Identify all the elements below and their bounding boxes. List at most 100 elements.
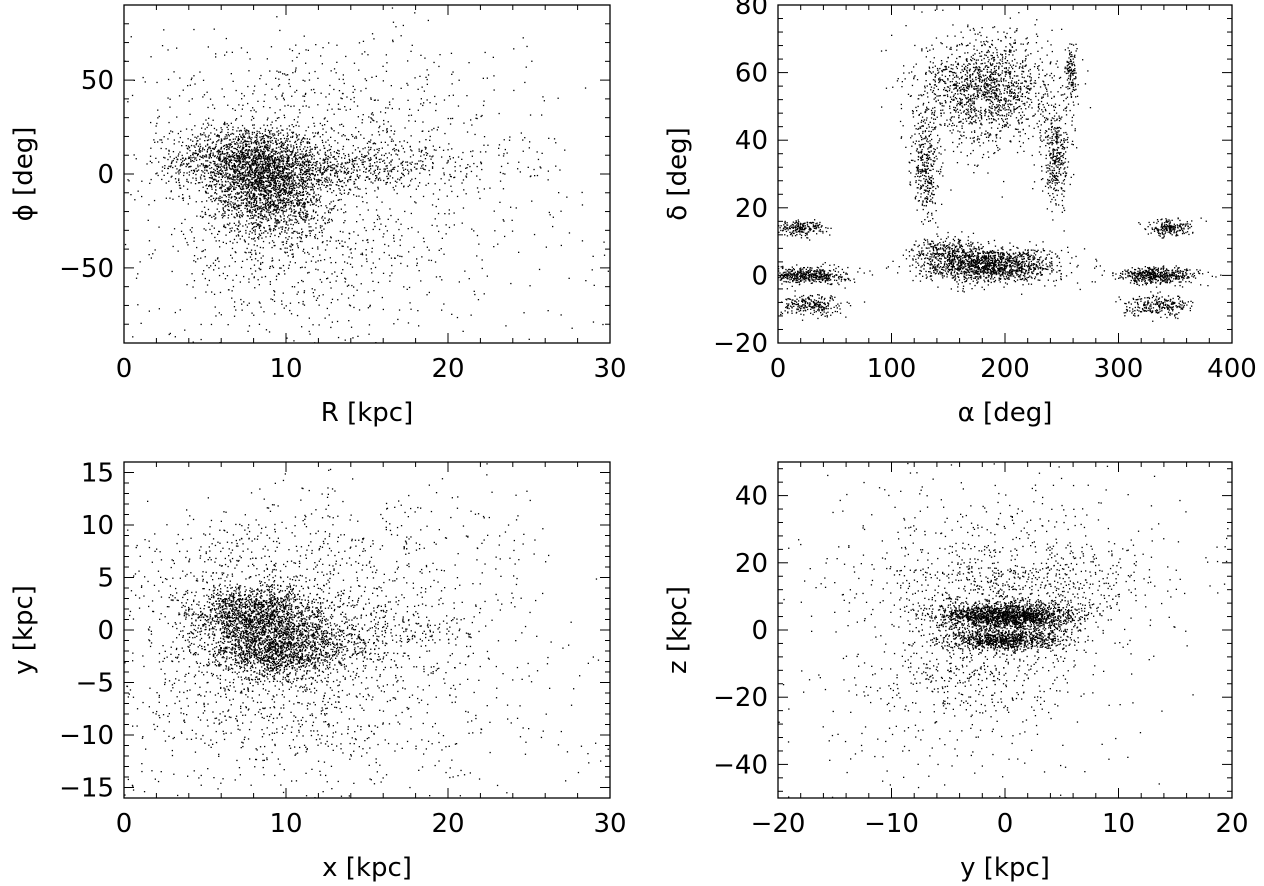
data-point [363, 137, 365, 139]
data-point [235, 193, 237, 195]
data-point [278, 222, 280, 224]
data-point [255, 143, 257, 145]
data-point [289, 176, 291, 178]
data-point [387, 172, 390, 174]
data-point [281, 189, 283, 192]
data-point [325, 181, 327, 183]
data-point [298, 173, 300, 175]
data-point [284, 147, 286, 150]
data-point [267, 211, 269, 213]
data-point [233, 163, 235, 165]
data-point [237, 228, 239, 231]
data-point [336, 184, 338, 186]
data-point [336, 181, 338, 183]
data-point [287, 267, 290, 269]
data-point [210, 124, 213, 126]
data-point [279, 164, 281, 166]
data-point [259, 163, 261, 165]
data-point [188, 162, 190, 165]
data-point [352, 135, 354, 138]
data-point [235, 169, 237, 171]
data-point [251, 154, 253, 156]
data-point [255, 160, 257, 163]
data-point [283, 99, 285, 101]
data-point [263, 209, 266, 211]
data-point [240, 298, 242, 301]
data-point [285, 148, 287, 150]
data-point [213, 269, 215, 271]
data-point [297, 199, 299, 201]
data-point [251, 198, 253, 200]
data-point [365, 79, 368, 82]
data-point [167, 158, 169, 161]
data-point [208, 117, 210, 119]
data-point [264, 141, 266, 144]
data-point [263, 195, 265, 197]
data-point [448, 95, 450, 97]
data-point [255, 190, 258, 192]
data-point [433, 127, 435, 130]
data-point [471, 155, 473, 157]
data-point [286, 154, 288, 156]
data-point [251, 131, 254, 133]
data-point [305, 155, 307, 158]
data-point [254, 231, 256, 233]
data-point [321, 225, 323, 227]
data-point [240, 47, 243, 49]
data-point [279, 159, 281, 162]
data-point [385, 182, 387, 184]
data-point [262, 165, 264, 167]
data-point [303, 35, 305, 37]
data-point [373, 149, 376, 151]
data-point [167, 138, 169, 140]
data-point [209, 177, 212, 179]
data-point [302, 105, 304, 107]
data-point [271, 166, 273, 168]
data-point [359, 150, 361, 152]
data-point [249, 171, 251, 173]
data-point [336, 166, 338, 168]
data-point [242, 147, 244, 149]
data-point [252, 238, 255, 240]
data-point [190, 155, 192, 157]
data-point [263, 154, 265, 156]
data-point [353, 163, 356, 165]
data-point [282, 200, 284, 202]
data-point [305, 180, 307, 182]
data-point [261, 171, 263, 174]
data-point [296, 137, 298, 139]
data-point [249, 166, 251, 168]
data-point [307, 192, 309, 194]
data-point [405, 161, 407, 163]
data-point [392, 98, 394, 100]
data-point [275, 185, 277, 187]
data-point [193, 240, 195, 242]
data-point [295, 152, 297, 154]
data-point [332, 181, 334, 184]
data-point [280, 206, 282, 208]
data-point [316, 297, 319, 299]
data-point [274, 313, 276, 315]
data-point [274, 244, 276, 247]
data-point [344, 167, 346, 169]
data-point [228, 196, 230, 198]
data-point [215, 53, 217, 55]
data-point [291, 249, 294, 251]
data-point [220, 148, 222, 150]
data-point [268, 212, 270, 214]
data-point [352, 85, 354, 87]
data-point [179, 309, 181, 311]
data-point [288, 220, 290, 222]
data-point [279, 233, 281, 235]
data-point [273, 294, 275, 296]
data-point [376, 175, 378, 177]
data-point [402, 24, 404, 27]
data-point [247, 85, 249, 88]
data-point [329, 148, 332, 151]
data-point [253, 226, 255, 228]
data-point [285, 222, 288, 224]
data-point [259, 166, 262, 168]
data-point [250, 165, 252, 167]
data-point [187, 203, 189, 205]
data-point [368, 160, 370, 162]
